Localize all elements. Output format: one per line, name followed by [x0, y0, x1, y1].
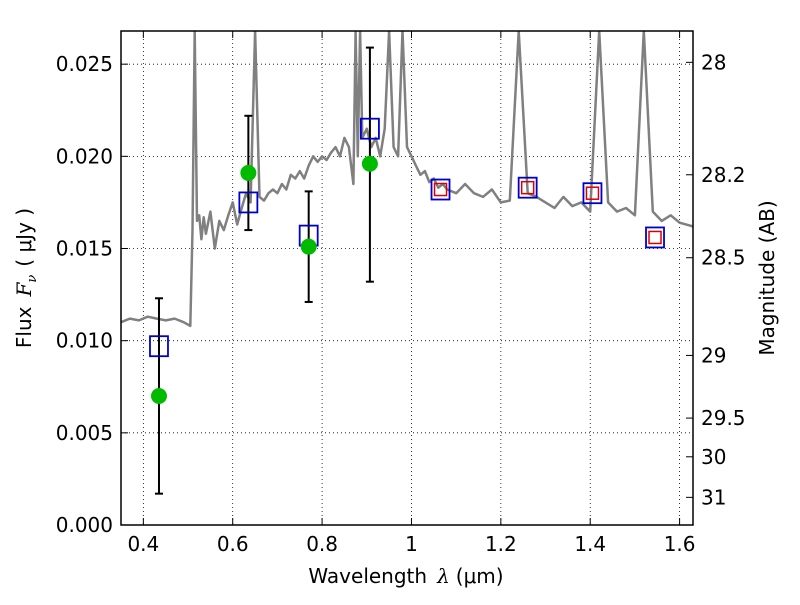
y-tick-label: 0.000: [56, 513, 113, 537]
model-photometry-square: [645, 226, 665, 249]
y2-tick-label: 28.5: [701, 246, 746, 270]
x-tick-label: 1.6: [664, 532, 696, 556]
y-tick-label: 0.010: [56, 329, 113, 353]
model-photometry-square: [238, 191, 259, 214]
y2-axis-label: Magnitude (AB): [755, 200, 779, 355]
observed-flux-point: [240, 164, 257, 181]
observed-flux-point: [361, 155, 378, 172]
model-photometry-square: [149, 335, 169, 358]
model-photometry-square: [582, 182, 603, 205]
grid-lines: [121, 31, 693, 526]
x-tick-label: 0.6: [217, 532, 249, 556]
x-tick-label: 0.4: [127, 532, 159, 556]
axis-ticks: 0.4 0.6 0.8 1 1.2 1.4 1.6 0.000 0.005 0.010 0.015 0…: [56, 31, 746, 556]
y2-tick-label: 29.5: [701, 406, 746, 430]
plot-frame: [120, 30, 694, 526]
model-photometry-square: [360, 117, 380, 140]
y-axis-label: FluxFν( μJy ): [12, 208, 40, 348]
x-tick-label: 1.2: [485, 532, 517, 556]
y-tick-label: 0.005: [56, 421, 113, 445]
model-photometry-inner-square: [520, 180, 535, 195]
y2-tick-label: 31: [701, 485, 726, 509]
y2-tick-label: 29: [701, 343, 726, 367]
y-tick-label: 0.015: [56, 237, 113, 261]
model-photometry-inner-square: [585, 186, 600, 200]
model-photometry-square: [517, 176, 538, 199]
model-photometry-inner-square: [433, 182, 448, 197]
x-tick-label: 0.8: [306, 532, 338, 556]
y2-tick-label: 30: [701, 445, 726, 469]
y2-tick-label: 28: [701, 50, 726, 74]
x-axis-label: Wavelength λ (μm): [308, 564, 503, 588]
y-tick-label: 0.020: [56, 144, 113, 168]
observed-flux-point: [150, 387, 167, 404]
model-photometry-inner-square: [648, 230, 662, 245]
y-tick-label: 0.025: [56, 52, 113, 76]
model-spectrum-line: [121, 31, 693, 328]
observed-flux-point: [300, 238, 317, 255]
model-photometry-square: [430, 178, 451, 201]
plot-area: [121, 31, 693, 495]
x-tick-label: 1.4: [574, 532, 606, 556]
y2-tick-label: 28.2: [701, 163, 746, 187]
x-tick-label: 1: [405, 532, 418, 556]
